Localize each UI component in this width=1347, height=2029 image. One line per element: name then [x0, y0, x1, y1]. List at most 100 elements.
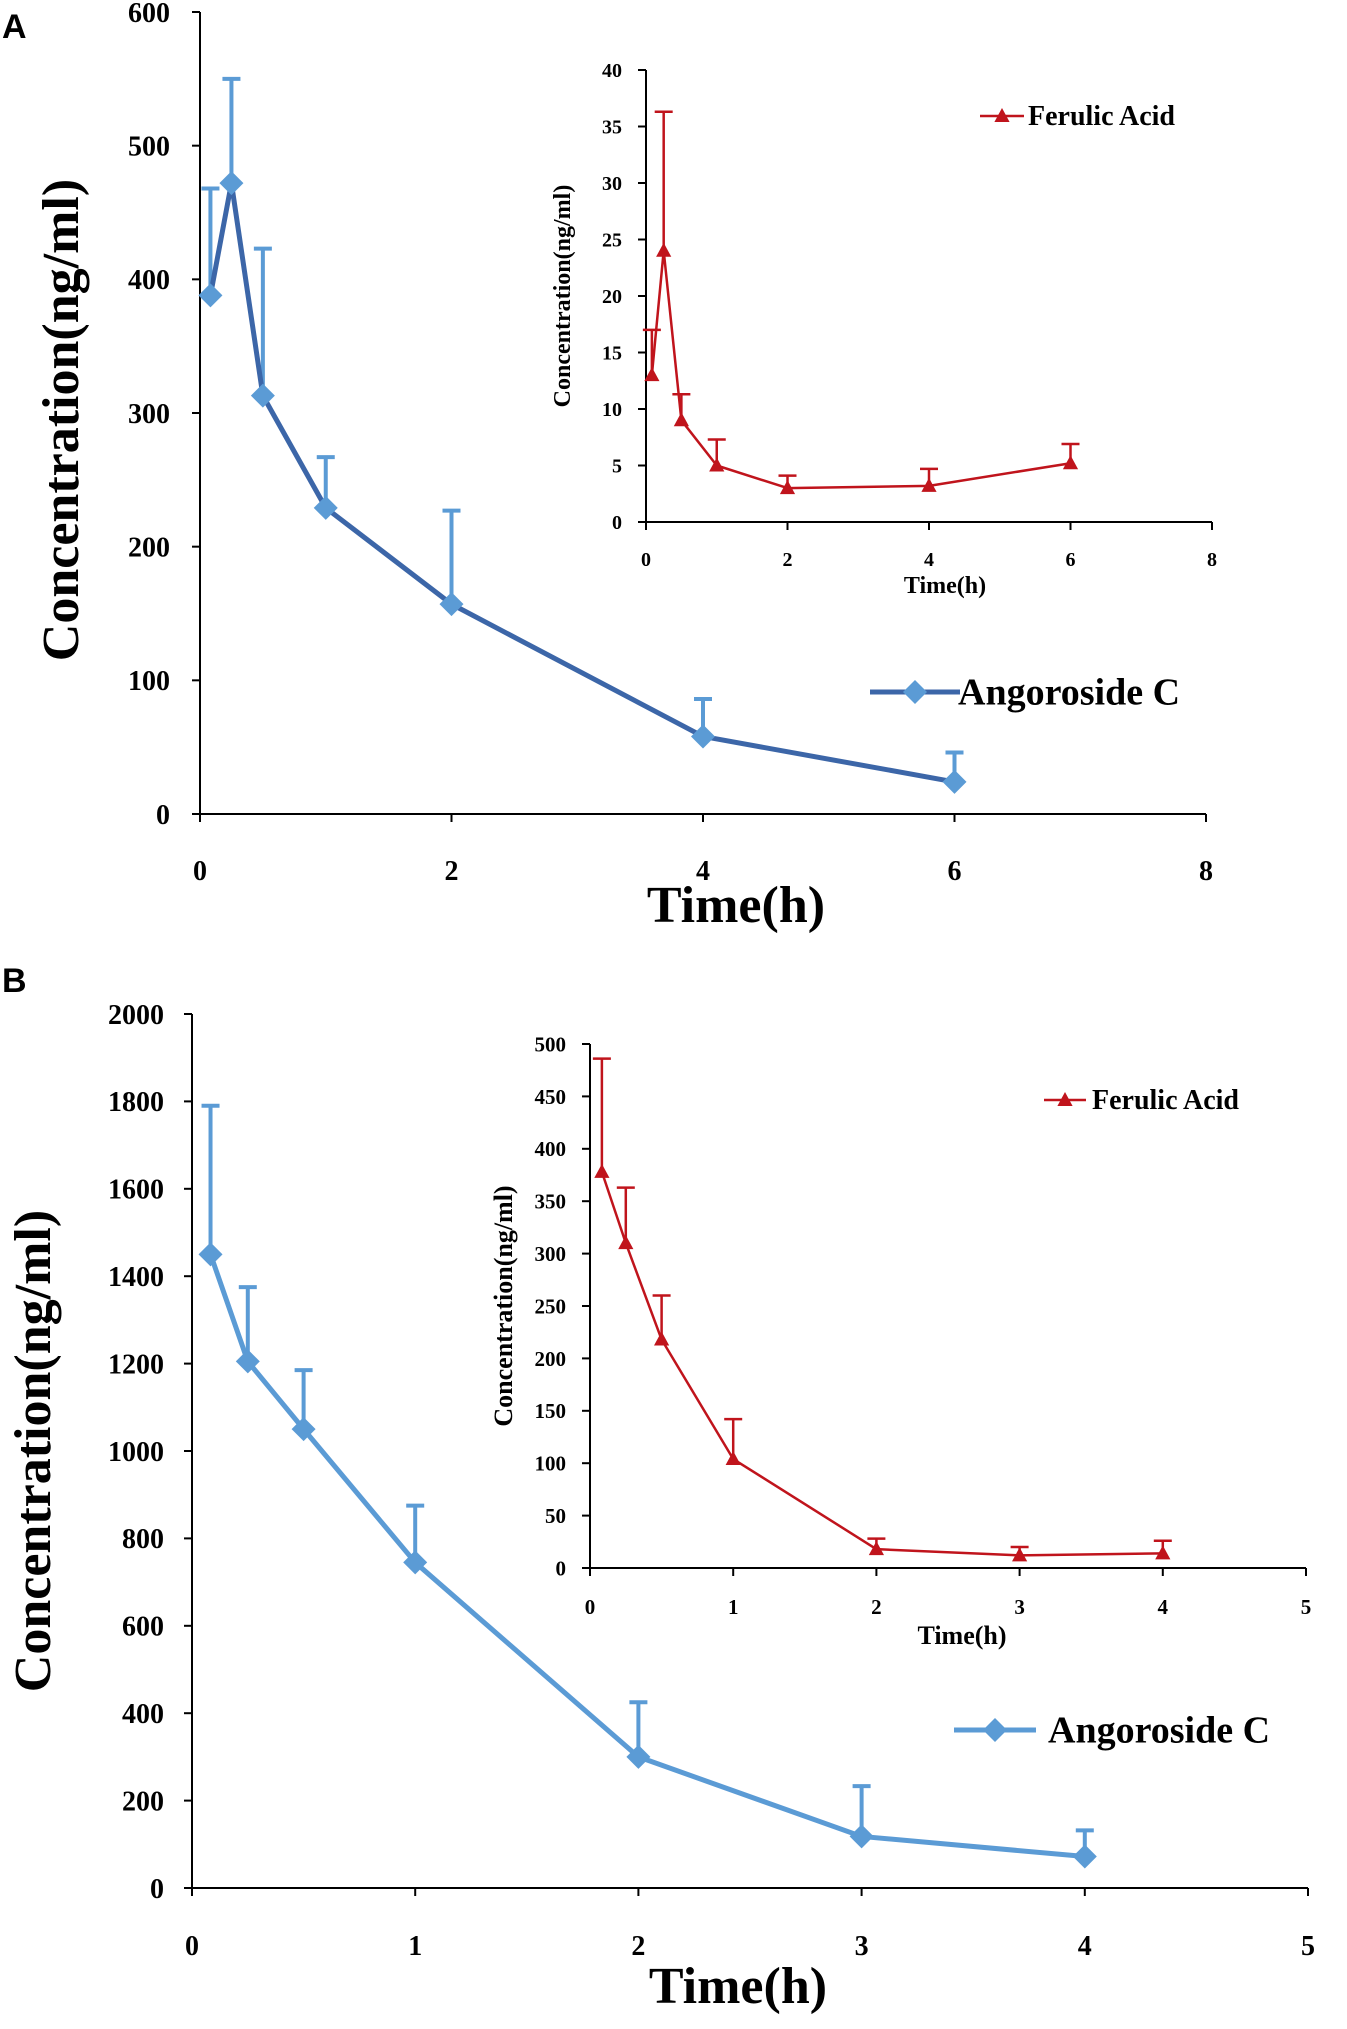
- data-point: [403, 1550, 428, 1575]
- x-axis-label: Time(h): [649, 1958, 827, 2015]
- y-tick-label: 1200: [108, 1349, 164, 1380]
- x-tick-label: 8: [1207, 549, 1217, 571]
- data-point: [198, 1242, 223, 1267]
- data-point: [198, 283, 223, 308]
- series-line: [600, 1171, 1163, 1557]
- y-tick-label: 1000: [108, 1437, 164, 1468]
- data-point: [1072, 1844, 1097, 1869]
- x-tick-label: 4: [1078, 1931, 1092, 1962]
- x-tick-label: 1: [408, 1931, 422, 1962]
- y-tick-label: 500: [128, 131, 170, 162]
- y-axis-label: Concentration(ng/ml): [489, 1185, 518, 1426]
- y-tick-label: 0: [150, 1874, 164, 1905]
- data-point: [250, 383, 275, 408]
- y-axis-label: Concentration(ng/ml): [550, 185, 576, 408]
- legend-marker: [1057, 1092, 1073, 1106]
- y-tick-label: 400: [122, 1699, 164, 1730]
- y-tick-label: 250: [535, 1294, 567, 1318]
- data-point: [618, 1235, 634, 1250]
- series-line: [208, 1253, 1086, 1860]
- data-point: [868, 1541, 884, 1556]
- x-axis-label: Time(h): [647, 877, 825, 934]
- data-point: [1155, 1545, 1171, 1560]
- y-tick-label: 500: [535, 1032, 567, 1056]
- y-tick-label: 40: [602, 60, 622, 82]
- y-tick-label: 600: [128, 0, 170, 29]
- x-tick-label: 6: [1066, 549, 1076, 571]
- data-point: [691, 724, 715, 749]
- legend-marker: [994, 108, 1010, 122]
- data-point: [725, 1451, 741, 1466]
- panel-label-b: B: [2, 962, 27, 1000]
- x-tick-label: 3: [1014, 1595, 1025, 1619]
- y-tick-label: 300: [128, 399, 170, 430]
- series-line: [207, 180, 955, 785]
- y-tick-label: 50: [545, 1504, 566, 1528]
- y-tick-label: 200: [122, 1786, 164, 1817]
- data-point: [921, 477, 937, 492]
- x-tick-label: 0: [193, 856, 207, 887]
- data-point: [235, 1349, 260, 1374]
- x-tick-label: 4: [924, 549, 934, 571]
- y-tick-label: 35: [602, 117, 622, 139]
- data-point: [594, 1163, 610, 1178]
- data-point: [219, 171, 244, 196]
- x-tick-label: 8: [1199, 856, 1213, 887]
- legend-label: Ferulic Acid: [1028, 101, 1175, 132]
- x-tick-label: 2: [631, 1931, 645, 1962]
- y-tick-label: 0: [612, 512, 622, 534]
- y-tick-label: 10: [602, 399, 622, 421]
- x-tick-label: 1: [728, 1595, 739, 1619]
- data-point: [626, 1744, 651, 1769]
- y-tick-label: 450: [535, 1085, 567, 1109]
- y-tick-label: 2000: [108, 1000, 164, 1031]
- y-tick-label: 1600: [108, 1175, 164, 1206]
- data-point: [439, 592, 464, 617]
- y-tick-label: 350: [535, 1190, 567, 1214]
- x-tick-label: 2: [783, 549, 793, 571]
- series-line: [650, 249, 1071, 490]
- panel-label-a: A: [2, 8, 27, 46]
- y-tick-label: 400: [535, 1137, 567, 1161]
- y-tick-label: 20: [602, 286, 622, 308]
- x-tick-label: 2: [445, 856, 459, 887]
- chart-a-inset: 0 5 10 15 20 25 30 35 40 0 2 4 6 8 Time(h) Concentratio…: [550, 60, 1217, 599]
- data-point: [1012, 1547, 1028, 1562]
- chart-b-inset: 0 50 100 150 200 250 300 350 400 450 500 0 1 2 3 4 5 Time…: [489, 1032, 1311, 1650]
- data-point: [849, 1824, 874, 1849]
- x-tick-label: 5: [1301, 1595, 1312, 1619]
- y-tick-label: 1800: [108, 1087, 164, 1118]
- y-tick-label: 1400: [108, 1262, 164, 1293]
- legend-marker: [903, 680, 927, 704]
- y-tick-label: 0: [156, 800, 170, 831]
- legend-label: Angoroside C: [958, 672, 1180, 714]
- x-tick-label: 3: [855, 1931, 869, 1962]
- data-point: [644, 367, 660, 382]
- x-tick-label: 0: [185, 1931, 199, 1962]
- legend-label: Ferulic Acid: [1092, 1085, 1239, 1116]
- y-axis-label: Concentration(ng/ml): [5, 1210, 62, 1692]
- y-tick-label: 200: [535, 1347, 567, 1371]
- x-tick-label: 4: [1158, 1595, 1169, 1619]
- y-tick-label: 30: [602, 173, 622, 195]
- x-tick-label: 0: [641, 549, 651, 571]
- x-tick-label: 2: [871, 1595, 882, 1619]
- data-point: [291, 1417, 316, 1442]
- y-tick-label: 0: [556, 1556, 567, 1580]
- x-axis-label: Time(h): [917, 1621, 1006, 1650]
- y-tick-label: 800: [122, 1524, 164, 1555]
- legend-label: Angoroside C: [1048, 1710, 1270, 1752]
- y-tick-label: 15: [602, 343, 622, 365]
- data-point: [673, 412, 689, 427]
- x-tick-label: 5: [1301, 1931, 1315, 1962]
- y-tick-label: 200: [128, 532, 170, 563]
- legend-marker: [983, 1718, 1007, 1742]
- y-tick-label: 100: [535, 1452, 567, 1476]
- x-axis-label: Time(h): [904, 573, 986, 599]
- y-tick-label: 400: [128, 265, 170, 296]
- data-point: [1062, 455, 1079, 470]
- y-axis-label: Concentration(ng/ml): [33, 179, 90, 661]
